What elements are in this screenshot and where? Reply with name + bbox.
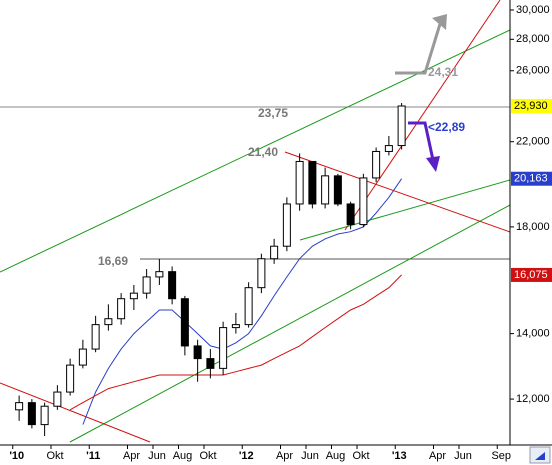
down-arrow [408, 121, 435, 161]
candle-body [129, 292, 138, 300]
price-tag [511, 98, 552, 113]
candle-body [295, 160, 304, 205]
y-tick-label: 12,000 [516, 393, 550, 405]
x-tick-label: Jun [148, 450, 166, 462]
candle-body [321, 175, 330, 205]
up-arrow [395, 23, 442, 75]
y-tick-label: 28,000 [516, 33, 550, 45]
candle-body [206, 358, 215, 369]
candle-body [53, 391, 62, 407]
x-tick-label: '11 [86, 450, 100, 462]
annotation: 23,75 [258, 106, 288, 120]
price-tag [511, 267, 552, 282]
x-tick-label: Apr [123, 450, 140, 462]
moving-average [82, 178, 403, 425]
candle-body [142, 276, 151, 294]
candle-body [359, 177, 368, 226]
y-axis-panel [510, 0, 552, 445]
x-tick-label: Okt [199, 450, 216, 462]
x-tick-label: Okt [352, 450, 369, 462]
candle-body [333, 175, 342, 205]
candle-body [257, 258, 266, 289]
candle-body [91, 324, 100, 350]
x-tick-label: Aug [173, 450, 193, 462]
candle-body [104, 318, 113, 326]
candle-body [66, 364, 75, 393]
x-tick-label: '12 [239, 450, 254, 462]
candle-body [193, 345, 202, 360]
y-tick-label: 26,000 [516, 65, 550, 77]
x-tick-label: Jun [301, 450, 319, 462]
candle-body [372, 150, 381, 179]
trend-line [284, 151, 511, 233]
arrow-head [432, 14, 447, 30]
candle-body [219, 327, 228, 369]
candle-body [384, 145, 393, 152]
candle-body [168, 271, 177, 300]
channel-line [69, 204, 511, 443]
x-tick-label: '13 [392, 450, 407, 462]
x-tick-label: Sep [491, 450, 511, 462]
candle-body [308, 160, 317, 205]
y-tick-label: 30,000 [516, 4, 550, 16]
candle-body [180, 298, 189, 347]
price-tag-label: 23,930 [514, 100, 548, 112]
candle-body [244, 287, 253, 326]
candle-body [346, 203, 355, 226]
annotation: 16,69 [98, 254, 128, 268]
candle-body [155, 271, 164, 278]
candle-body [282, 203, 291, 247]
x-tick-label: Apr [276, 450, 293, 462]
candle-body [270, 245, 279, 260]
tool-icon [535, 452, 545, 460]
annotation: <22,89 [428, 120, 465, 134]
trend-line [344, 0, 501, 231]
x-tick-label: '10 [9, 450, 24, 462]
trendlines [0, 0, 511, 443]
x-tick-label: Jun [454, 450, 472, 462]
x-tick-label: Aug [326, 450, 346, 462]
candle-body [397, 105, 406, 147]
trend-line [299, 179, 511, 241]
x-tick-label: Okt [46, 450, 63, 462]
candle-body [15, 402, 24, 411]
y-tick-label: 18,000 [516, 221, 550, 233]
y-tick-label: 14,000 [516, 328, 550, 340]
price-tag-label: 16,075 [514, 269, 548, 281]
y-tick-label: 22,000 [516, 136, 550, 148]
tool-button[interactable] [529, 446, 551, 464]
trend-line [0, 382, 151, 443]
candle-body [78, 348, 87, 366]
x-tick-label: Apr [429, 450, 446, 462]
plot-area [15, 102, 406, 437]
moving-average [69, 274, 402, 411]
arrows [395, 14, 447, 172]
arrow-head [426, 156, 440, 172]
price-tag [511, 171, 552, 186]
candle-body [231, 324, 240, 329]
candle-body [27, 402, 36, 426]
candle-body [117, 298, 126, 320]
annotation: 24,31 [428, 65, 458, 79]
candle-body [40, 405, 49, 426]
price-tag-label: 20,163 [514, 173, 548, 185]
annotation: 21,40 [248, 145, 278, 159]
